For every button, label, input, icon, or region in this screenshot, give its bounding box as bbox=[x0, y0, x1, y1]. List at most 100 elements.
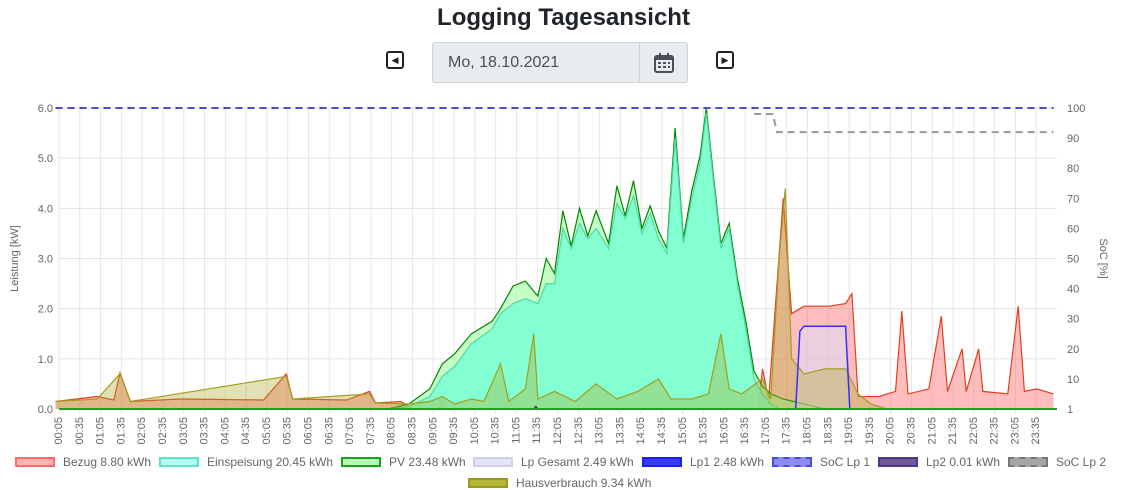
x-tick-label: 21:35 bbox=[947, 417, 959, 445]
x-tick-label: 23:05 bbox=[1009, 417, 1021, 445]
x-tick-label: 15:35 bbox=[698, 417, 710, 445]
legend-label: Bezug 8.80 kWh bbox=[63, 455, 152, 469]
x-tick-label: 17:35 bbox=[781, 417, 793, 445]
x-tick-label: 22:05 bbox=[968, 417, 980, 445]
y-right-tick-label: 100 bbox=[1067, 103, 1085, 115]
x-tick-label: 04:35 bbox=[240, 417, 252, 445]
legend-label: Hausverbrauch 9.34 kWh bbox=[516, 476, 652, 490]
x-tick-label: 06:05 bbox=[303, 417, 315, 445]
legend-item[interactable]: Einspeisung 20.45 kWh bbox=[159, 455, 333, 469]
y-left-tick-label: 3.0 bbox=[38, 254, 53, 266]
legend-item[interactable]: Lp1 2.48 kWh bbox=[642, 455, 764, 469]
x-tick-label: 11:35 bbox=[531, 417, 543, 444]
legend-item[interactable]: Hausverbrauch 9.34 kWh bbox=[468, 476, 651, 490]
x-tick-label: 07:05 bbox=[344, 417, 356, 445]
x-tick-label: 14:05 bbox=[635, 417, 647, 445]
calendar-button[interactable] bbox=[639, 42, 688, 83]
legend-swatch bbox=[772, 457, 812, 467]
x-tick-label: 20:35 bbox=[905, 417, 917, 445]
calendar-icon bbox=[653, 52, 674, 73]
x-tick-label: 01:05 bbox=[95, 417, 107, 445]
caret-right-icon: ▶ bbox=[721, 54, 729, 65]
x-tick-label: 22:35 bbox=[989, 417, 1001, 445]
next-day-button[interactable]: ▶ bbox=[716, 51, 734, 69]
x-tick-label: 16:05 bbox=[718, 417, 730, 445]
legend-label: Einspeisung 20.45 kWh bbox=[207, 455, 334, 469]
y-right-tick-label: 80 bbox=[1067, 163, 1079, 175]
legend-label: PV 23.48 kWh bbox=[389, 455, 466, 469]
prev-day-button[interactable]: ◀ bbox=[386, 51, 404, 69]
date-value: Mo, 18.10.2021 bbox=[448, 53, 560, 71]
series-pv-23-48-kwh-line bbox=[388, 107, 825, 410]
x-tick-label: 19:35 bbox=[864, 417, 876, 445]
x-tick-label: 19:05 bbox=[843, 417, 855, 445]
legend-item[interactable]: SoC Lp 2 bbox=[1008, 455, 1106, 469]
legend-swatch bbox=[468, 478, 508, 488]
x-tick-label: 05:05 bbox=[261, 417, 273, 445]
y-left-tick-label: 0.0 bbox=[38, 404, 53, 416]
x-tick-label: 15:05 bbox=[677, 417, 689, 445]
x-tick-label: 21:05 bbox=[926, 417, 938, 445]
x-tick-label: 10:35 bbox=[490, 417, 502, 445]
y-right-tick-label: 70 bbox=[1067, 193, 1079, 205]
x-tick-label: 03:35 bbox=[199, 417, 211, 445]
caret-left-icon: ◀ bbox=[391, 54, 399, 65]
x-tick-label: 13:05 bbox=[594, 417, 606, 445]
y-right-tick-label: 1 bbox=[1067, 404, 1073, 416]
x-tick-label: 00:35 bbox=[74, 417, 86, 445]
energy-chart: 0.0 1.0 2.0 3.0 4.0 5.0 6.0 1 10 20 30 40 50 60 70 80 90… bbox=[9, 103, 1109, 445]
x-tick-label: 02:35 bbox=[157, 417, 169, 445]
y-right-tick-label: 20 bbox=[1067, 344, 1079, 356]
x-tick-label: 12:35 bbox=[573, 417, 585, 445]
legend-swatch bbox=[878, 457, 918, 467]
legend-swatch bbox=[159, 457, 199, 467]
legend-item[interactable]: PV 23.48 kWh bbox=[341, 455, 466, 469]
x-tick-label: 12:05 bbox=[552, 417, 564, 445]
x-tick-label: 07:35 bbox=[365, 417, 377, 445]
x-tick-label: 11:05 bbox=[510, 417, 522, 444]
x-tick-label: 16:35 bbox=[739, 417, 751, 445]
legend-swatch bbox=[642, 457, 682, 467]
legend-label: SoC Lp 2 bbox=[1056, 455, 1107, 469]
x-tick-label: 06:35 bbox=[323, 417, 335, 445]
legend-swatch bbox=[473, 457, 513, 467]
x-tick-label: 18:05 bbox=[802, 417, 814, 445]
legend-label: Lp2 0.01 kWh bbox=[926, 455, 1001, 469]
x-tick-label: 03:05 bbox=[178, 417, 190, 445]
y-left-tick-label: 4.0 bbox=[38, 203, 53, 215]
series-soc-lp-2 bbox=[754, 113, 1054, 134]
x-tick-label: 14:35 bbox=[656, 417, 668, 445]
series-hausverbrauch-9-34-kwh-area bbox=[55, 188, 888, 409]
series-lp-gesamt-2-49-kwh-area bbox=[795, 326, 850, 409]
y-left-tick-label: 2.0 bbox=[38, 304, 53, 316]
x-tick-label: 13:35 bbox=[614, 417, 626, 445]
y-right-tick-label: 90 bbox=[1067, 133, 1079, 145]
y-right-axis-title: SoC [%] bbox=[1097, 238, 1109, 278]
x-tick-label: 09:05 bbox=[427, 417, 439, 445]
y-right-tick-label: 40 bbox=[1067, 284, 1079, 296]
y-right-tick-label: 60 bbox=[1067, 223, 1079, 235]
y-right-tick-label: 30 bbox=[1067, 314, 1079, 326]
legend-item[interactable]: SoC Lp 1 bbox=[772, 455, 870, 469]
x-tick-label: 00:05 bbox=[53, 417, 65, 445]
y-left-axis-title: Leistung [kW] bbox=[9, 225, 21, 292]
x-tick-label: 23:35 bbox=[1030, 417, 1042, 445]
date-field[interactable]: Mo, 18.10.2021 bbox=[432, 42, 640, 83]
y-left-tick-label: 5.0 bbox=[38, 153, 53, 165]
x-tick-label: 18:35 bbox=[822, 417, 834, 445]
legend-label: Lp Gesamt 2.49 kWh bbox=[521, 455, 634, 469]
series-einspeisung-20-45-kwh-line bbox=[388, 112, 780, 410]
series-hausverbrauch-9-34-kwh-line bbox=[55, 188, 888, 410]
legend-swatch bbox=[1008, 457, 1048, 467]
x-tick-label: 09:35 bbox=[448, 417, 460, 445]
y-right-tick-label: 50 bbox=[1067, 254, 1079, 266]
x-tick-label: 10:05 bbox=[469, 417, 481, 445]
legend-item[interactable]: Bezug 8.80 kWh bbox=[15, 455, 151, 469]
x-tick-label: 20:05 bbox=[885, 417, 897, 445]
legend-item[interactable]: Lp Gesamt 2.49 kWh bbox=[473, 455, 634, 469]
x-tick-label: 08:05 bbox=[386, 417, 398, 445]
x-tick-label: 05:35 bbox=[282, 417, 294, 445]
series-einspeisung-20-45-kwh-area bbox=[388, 113, 780, 409]
legend-item[interactable]: Lp2 0.01 kWh bbox=[878, 455, 1000, 469]
x-tick-label: 04:05 bbox=[219, 417, 231, 445]
